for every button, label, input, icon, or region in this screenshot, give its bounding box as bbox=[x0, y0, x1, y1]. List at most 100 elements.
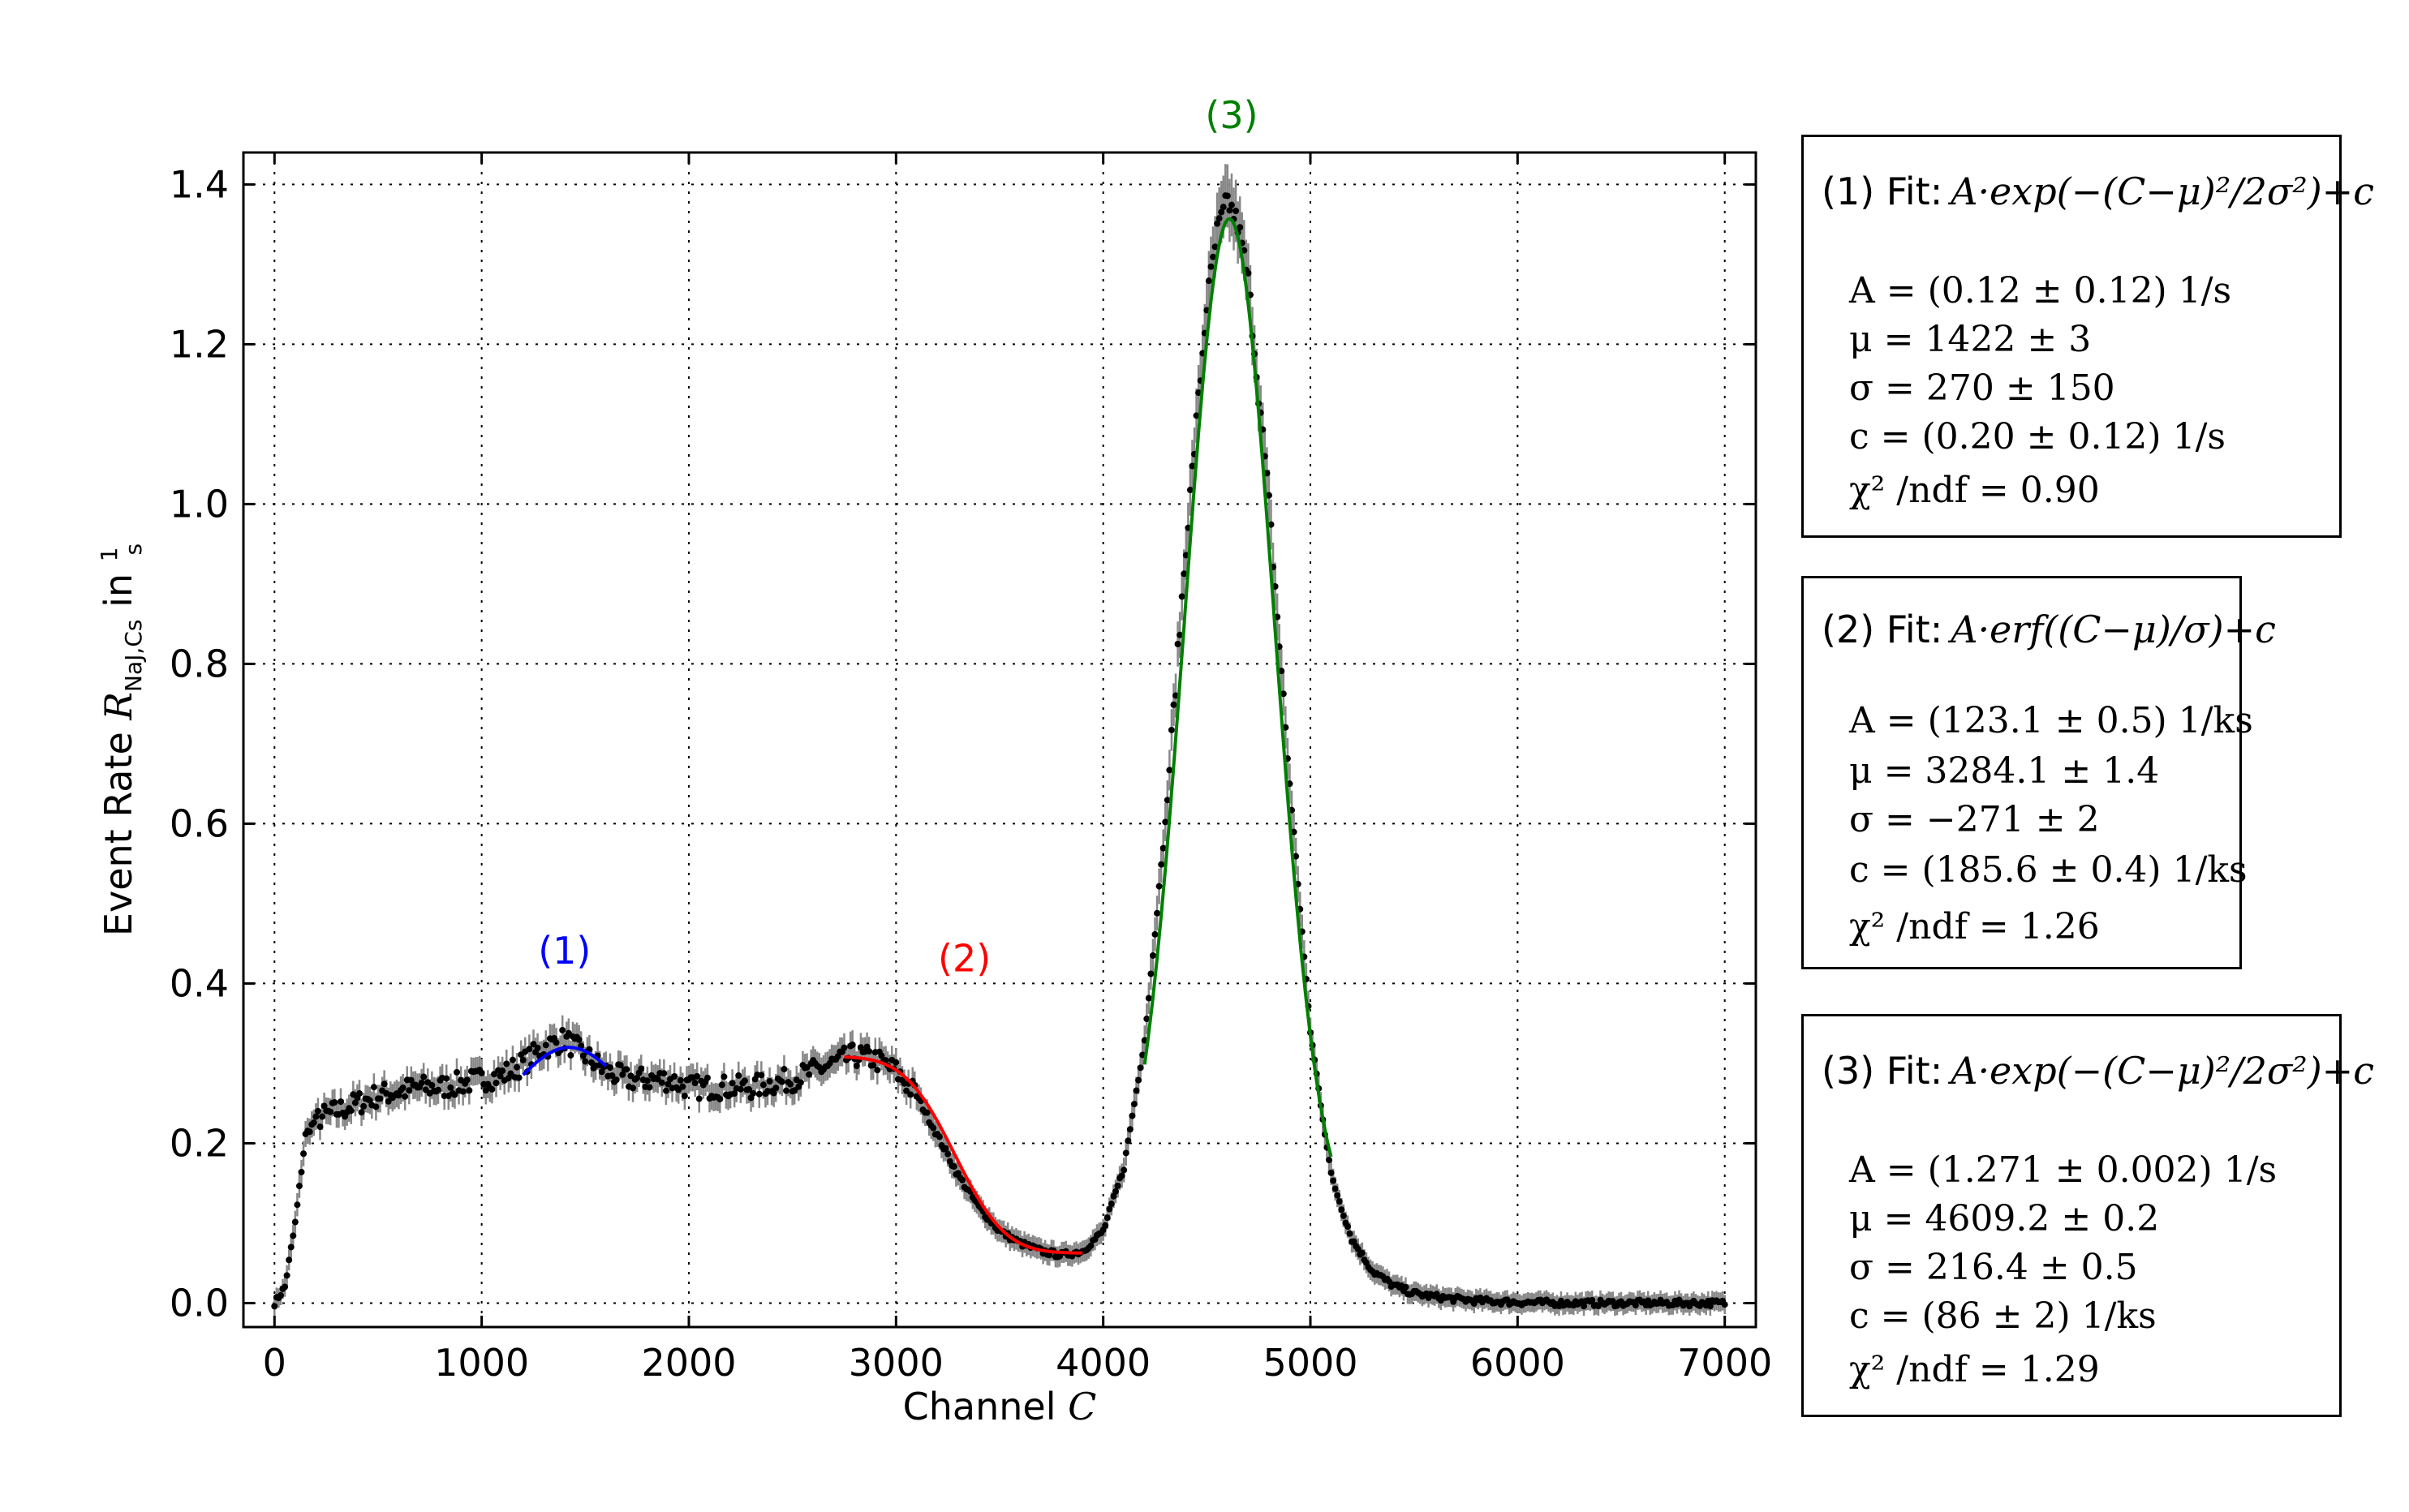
data-point bbox=[582, 1058, 589, 1065]
data-point bbox=[1354, 1245, 1362, 1252]
fit-formula-3: A·exp(−(C−μ)²/2σ²)+c bbox=[1951, 1049, 2374, 1093]
data-point bbox=[1338, 1206, 1345, 1213]
data-point bbox=[1336, 1198, 1343, 1205]
data-point bbox=[1237, 224, 1244, 231]
data-point bbox=[1118, 1172, 1125, 1179]
data-point bbox=[874, 1067, 881, 1074]
data-point bbox=[499, 1067, 506, 1075]
data-point bbox=[312, 1113, 320, 1120]
data-point bbox=[1189, 462, 1196, 470]
data-point bbox=[758, 1072, 765, 1079]
data-point bbox=[286, 1256, 293, 1264]
data-point bbox=[295, 1183, 303, 1190]
data-point bbox=[782, 1087, 789, 1094]
fit-param: σ = −271 ± 2 bbox=[1849, 799, 2100, 840]
fit-formula-1: A·exp(−(C−μ)²/2σ²)+c bbox=[1951, 170, 2374, 213]
data-point bbox=[1325, 1157, 1332, 1164]
data-point bbox=[870, 1062, 877, 1069]
data-point bbox=[1125, 1137, 1132, 1145]
data-point bbox=[787, 1080, 794, 1088]
fit-param: A = (123.1 ± 0.5) 1/ks bbox=[1849, 700, 2253, 741]
data-point bbox=[1195, 389, 1202, 397]
data-point bbox=[731, 1090, 738, 1097]
data-point bbox=[372, 1103, 380, 1110]
data-point bbox=[331, 1098, 338, 1106]
data-point bbox=[1133, 1087, 1140, 1094]
data-point bbox=[950, 1162, 957, 1170]
data-point bbox=[406, 1087, 413, 1094]
data-point bbox=[1207, 263, 1215, 270]
data-point bbox=[1143, 1016, 1151, 1023]
data-point bbox=[691, 1080, 699, 1087]
data-point bbox=[643, 1077, 651, 1085]
fit-param: c = (86 ± 2) 1/ks bbox=[1849, 1295, 2157, 1337]
data-point bbox=[407, 1076, 415, 1084]
data-point bbox=[1245, 269, 1252, 277]
data-point bbox=[1162, 818, 1169, 826]
data-point bbox=[287, 1244, 295, 1251]
data-point bbox=[646, 1084, 653, 1091]
data-point bbox=[681, 1093, 688, 1100]
plot-background bbox=[243, 152, 1756, 1327]
data-point bbox=[1226, 207, 1233, 214]
data-point bbox=[451, 1091, 458, 1098]
data-point bbox=[567, 1051, 574, 1059]
x-tick-label: 6000 bbox=[1470, 1341, 1565, 1385]
fit-param: χ² /ndf = 1.29 bbox=[1849, 1349, 2100, 1390]
data-point bbox=[853, 1063, 860, 1070]
data-point bbox=[418, 1079, 425, 1086]
data-point bbox=[797, 1079, 804, 1086]
data-point bbox=[695, 1095, 703, 1102]
data-point bbox=[283, 1272, 290, 1279]
fit-param: c = (0.20 ± 0.12) 1/s bbox=[1849, 416, 2226, 457]
data-point bbox=[638, 1065, 645, 1072]
x-tick-labels: 0 1000 2000 3000 4000 5000 6000 7000 bbox=[263, 1341, 1773, 1385]
data-point bbox=[671, 1073, 678, 1080]
x-tick-label: 1000 bbox=[434, 1341, 529, 1385]
data-point bbox=[376, 1095, 384, 1102]
data-point bbox=[1581, 1303, 1588, 1310]
fit-box-2: (2) Fit: A·erf((C−μ)/σ)+c A = (123.1 ± 0.… bbox=[1801, 576, 2276, 969]
data-point bbox=[923, 1109, 931, 1116]
data-point bbox=[306, 1128, 313, 1136]
data-point bbox=[1265, 492, 1272, 499]
data-point bbox=[370, 1084, 377, 1091]
fit-param: c = (185.6 ± 0.4) 1/ks bbox=[1849, 849, 2248, 891]
fit-param: μ = 4609.2 ± 0.2 bbox=[1849, 1198, 2160, 1239]
data-point bbox=[930, 1124, 937, 1132]
data-point bbox=[300, 1150, 308, 1158]
data-point bbox=[718, 1081, 725, 1089]
data-point bbox=[936, 1133, 943, 1140]
data-point bbox=[1706, 1303, 1714, 1310]
data-point bbox=[1210, 253, 1217, 260]
data-point bbox=[609, 1072, 616, 1080]
data-point bbox=[466, 1087, 473, 1094]
data-point bbox=[1159, 844, 1167, 852]
data-point bbox=[944, 1150, 952, 1158]
data-point bbox=[1147, 970, 1155, 977]
data-point bbox=[478, 1069, 485, 1076]
data-point bbox=[1145, 994, 1152, 1002]
data-point bbox=[459, 1088, 467, 1095]
fit-param: χ² /ndf = 1.26 bbox=[1849, 906, 2100, 947]
data-point bbox=[1224, 192, 1231, 200]
fit-formula-2: A·erf((C−μ)/σ)+c bbox=[1951, 608, 2276, 651]
axis-ticks bbox=[243, 152, 1756, 1327]
data-point bbox=[729, 1080, 736, 1087]
data-point bbox=[1358, 1249, 1366, 1256]
data-point bbox=[507, 1070, 514, 1077]
fit-curve-1 bbox=[522, 1046, 608, 1076]
data-point bbox=[1122, 1149, 1129, 1157]
data-point bbox=[1721, 1301, 1728, 1308]
data-point bbox=[553, 1039, 560, 1046]
fit-title-2: (2) Fit: A·erf((C−μ)/σ)+c bbox=[1822, 608, 2276, 651]
data-point bbox=[606, 1064, 613, 1072]
y-tick-labels: 0.0 0.2 0.4 0.6 0.8 1.0 1.2 1.4 bbox=[170, 162, 229, 1325]
data-point bbox=[1280, 690, 1287, 698]
data-point bbox=[463, 1076, 471, 1084]
data-point bbox=[903, 1087, 910, 1094]
y-tick-label: 1.2 bbox=[170, 322, 229, 366]
data-point bbox=[327, 1108, 334, 1115]
data-point bbox=[772, 1085, 780, 1092]
data-point bbox=[1181, 570, 1188, 578]
